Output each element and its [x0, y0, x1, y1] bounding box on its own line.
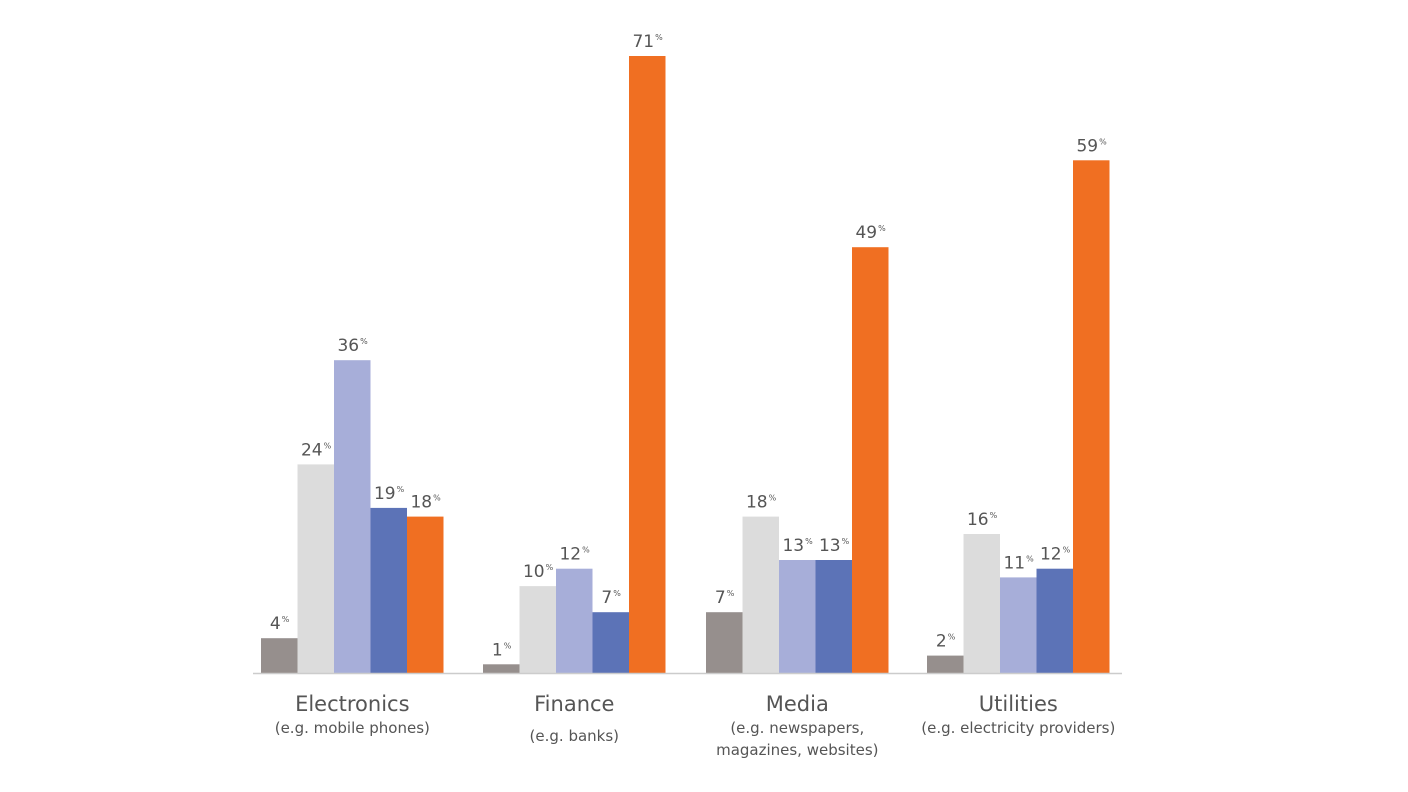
bar-electronics-1: [261, 638, 298, 673]
category-subtitle-utilities: (e.g. electricity providers): [921, 719, 1115, 737]
value-label-media-2: 18: [746, 493, 768, 513]
value-label-electronics-2: 24: [301, 440, 323, 460]
value-label-finance-2: 10: [523, 562, 545, 582]
value-label-utilities-4: 12: [1040, 545, 1062, 565]
bar-electronics-4: [370, 507, 407, 673]
percent-sign: %: [504, 641, 512, 650]
bar-finance-2: [519, 586, 556, 673]
bar-finance-3: [556, 568, 593, 673]
value-label-media-1: 7: [715, 588, 726, 608]
bar-finance-4: [592, 612, 629, 673]
value-label-media-3: 13: [782, 536, 804, 556]
percent-sign: %: [878, 224, 886, 233]
bar-media-3: [779, 560, 816, 673]
category-subtitle-finance: (e.g. banks): [530, 727, 619, 745]
percent-sign: %: [655, 33, 663, 42]
value-label-utilities-2: 16: [967, 510, 989, 530]
value-label-electronics-3: 36: [337, 336, 359, 356]
category-subtitle-electronics: (e.g. mobile phones): [275, 719, 430, 737]
bar-media-5: [852, 247, 889, 673]
percent-sign: %: [948, 633, 956, 642]
bar-finance-1: [483, 664, 520, 673]
bar-utilities-4: [1036, 568, 1073, 673]
percent-sign: %: [1063, 546, 1071, 555]
bar-media-4: [815, 560, 852, 673]
value-label-utilities-3: 11: [1003, 553, 1025, 573]
value-labels-group: 4 %24 %36 %19 %18 %1 %10 %12 %7 %71 %7 %18 %13% 13 %49…: [270, 32, 1107, 660]
category-subtitle-media-1: (e.g. newspapers,: [730, 719, 864, 737]
value-label-finance-5: 71: [632, 32, 654, 52]
percent-sign: %: [805, 537, 813, 546]
percent-sign: %: [1026, 554, 1034, 563]
bar-utilities-2: [963, 534, 1000, 673]
bar-utilities-1: [927, 655, 964, 673]
bar-electronics-2: [297, 464, 334, 673]
percent-sign: %: [842, 537, 850, 546]
bar-media-2: [742, 516, 779, 673]
bar-media-1: [706, 612, 743, 673]
percent-sign: %: [282, 615, 290, 624]
bar-finance-5: [629, 56, 666, 673]
percent-sign: %: [1099, 137, 1107, 146]
category-subtitle-media-2: magazines, websites): [716, 741, 878, 759]
category-label-electronics: Electronics: [295, 692, 409, 716]
percent-sign: %: [727, 589, 735, 598]
value-label-electronics-4: 19: [374, 484, 396, 504]
percent-sign: %: [324, 441, 332, 450]
percent-sign: %: [546, 563, 554, 572]
percent-sign: %: [397, 485, 405, 494]
value-label-finance-3: 12: [559, 545, 581, 565]
value-label-media-5: 49: [855, 223, 877, 243]
value-label-utilities-1: 2: [936, 632, 947, 652]
percent-sign: %: [613, 589, 621, 598]
percent-sign: %: [990, 511, 998, 520]
percent-sign: %: [433, 494, 441, 503]
value-label-media-4: 13: [819, 536, 841, 556]
value-label-utilities-5: 59: [1076, 136, 1098, 156]
bar-utilities-5: [1073, 160, 1110, 674]
category-labels-group: Electronics (e.g. mobile phones) Finance (e…: [275, 692, 1116, 759]
value-label-electronics-5: 18: [410, 493, 432, 513]
percent-sign: %: [769, 494, 777, 503]
value-label-electronics-1: 4: [270, 614, 281, 634]
category-label-finance: Finance: [534, 692, 614, 716]
value-label-finance-4: 7: [601, 588, 612, 608]
bars-group: [261, 56, 1110, 674]
category-label-media: Media: [766, 692, 829, 716]
percent-sign: %: [360, 337, 368, 346]
bar-electronics-3: [334, 360, 371, 673]
bar-electronics-5: [407, 516, 444, 673]
value-label-finance-1: 1: [492, 640, 503, 660]
percent-sign: %: [582, 546, 590, 555]
category-label-utilities: Utilities: [979, 692, 1058, 716]
bar-utilities-3: [1000, 577, 1037, 673]
